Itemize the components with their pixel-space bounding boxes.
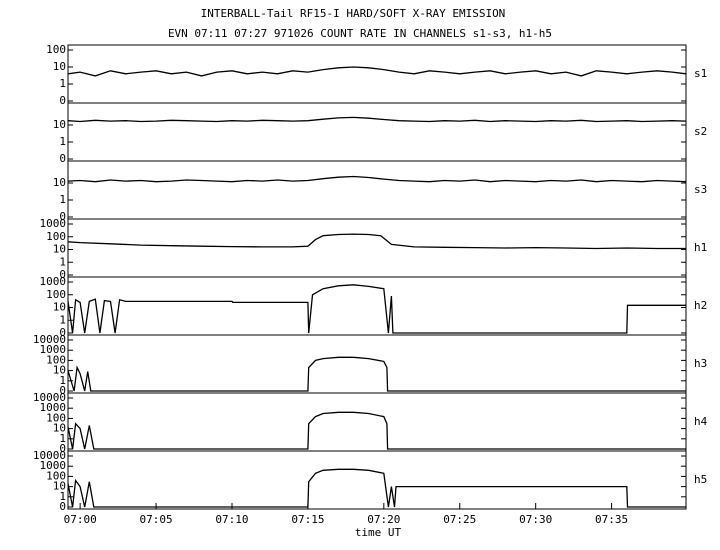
panel-frame bbox=[67, 450, 687, 510]
y-tick-label: 10000 bbox=[33, 391, 66, 404]
y-tick-label: 10 bbox=[53, 60, 66, 73]
y-tick-label: 0 bbox=[59, 94, 66, 107]
y-tick-label: 1000 bbox=[40, 459, 67, 472]
y-tick-label: 100 bbox=[46, 411, 66, 424]
trace bbox=[67, 116, 687, 123]
trace bbox=[67, 356, 686, 392]
y-tick-label: 100 bbox=[46, 230, 66, 243]
chart-title: INTERBALL-Tail RF15-I HARD/SOFT X-RAY EM… bbox=[201, 7, 506, 20]
y-tick-label: 0 bbox=[59, 268, 66, 281]
y-tick-label: 1 bbox=[59, 432, 66, 445]
y-tick-label: 10 bbox=[53, 480, 66, 493]
y-tick-label: 100 bbox=[46, 353, 66, 366]
panel-label: h1 bbox=[694, 241, 707, 254]
trace bbox=[67, 411, 686, 450]
x-tick-label: 07:30 bbox=[519, 513, 552, 526]
trace bbox=[67, 284, 686, 334]
panel-label: h2 bbox=[694, 299, 707, 312]
y-tick-label: 0 bbox=[59, 152, 66, 165]
x-tick-label: 07:05 bbox=[140, 513, 173, 526]
y-tick-label: 0 bbox=[59, 500, 66, 513]
x-tick-label: 07:25 bbox=[443, 513, 476, 526]
y-tick-label: 1 bbox=[59, 374, 66, 387]
x-axis-label: time UT bbox=[355, 526, 402, 539]
trace bbox=[67, 468, 686, 508]
panel-label: s1 bbox=[694, 67, 707, 80]
chart-subtitle: EVN 07:11 07:27 971026 COUNT RATE IN CHA… bbox=[168, 27, 552, 40]
y-tick-label: 1 bbox=[59, 193, 66, 206]
y-tick-label: 0 bbox=[59, 384, 66, 397]
panel-label: h3 bbox=[694, 357, 707, 370]
y-tick-label: 1 bbox=[59, 135, 66, 148]
y-tick-label: 100 bbox=[46, 43, 66, 56]
y-tick-label: 10 bbox=[53, 118, 66, 131]
y-tick-label: 1000 bbox=[40, 343, 67, 356]
panel-label: h5 bbox=[694, 473, 707, 486]
y-tick-label: 1 bbox=[59, 313, 66, 326]
x-tick-label: 07:20 bbox=[367, 513, 400, 526]
panel-label: s2 bbox=[694, 125, 707, 138]
y-tick-label: 100 bbox=[46, 469, 66, 482]
y-tick-label: 1 bbox=[59, 490, 66, 503]
panel-label: h4 bbox=[694, 415, 708, 428]
y-tick-label: 10 bbox=[53, 301, 66, 314]
y-tick-label: 10 bbox=[53, 422, 66, 435]
y-tick-label: 1 bbox=[59, 77, 66, 90]
x-tick-label: 07:15 bbox=[291, 513, 324, 526]
y-tick-label: 1 bbox=[59, 255, 66, 268]
y-tick-label: 10 bbox=[53, 176, 66, 189]
y-tick-label: 10 bbox=[53, 243, 66, 256]
panel-label: s3 bbox=[694, 183, 707, 196]
x-tick-label: 07:10 bbox=[215, 513, 248, 526]
y-tick-label: 1000 bbox=[40, 217, 67, 230]
y-tick-label: 0 bbox=[59, 326, 66, 339]
trace bbox=[67, 233, 686, 250]
y-tick-label: 10 bbox=[53, 364, 66, 377]
x-tick-label: 07:35 bbox=[595, 513, 628, 526]
y-tick-label: 0 bbox=[59, 442, 66, 455]
trace bbox=[67, 66, 687, 77]
y-tick-label: 100 bbox=[46, 288, 66, 301]
y-tick-label: 1000 bbox=[40, 401, 67, 414]
y-tick-label: 10000 bbox=[33, 449, 66, 462]
y-tick-label: 1000 bbox=[40, 275, 67, 288]
x-tick-label: 07:00 bbox=[64, 513, 97, 526]
y-tick-label: 10000 bbox=[33, 333, 66, 346]
trace bbox=[67, 175, 687, 183]
y-tick-label: 0 bbox=[59, 210, 66, 223]
